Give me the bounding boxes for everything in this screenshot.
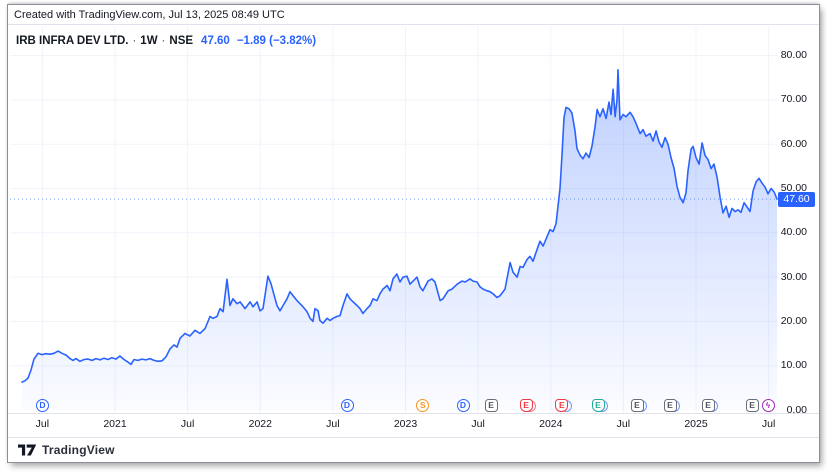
time-axis-label: 2023 xyxy=(393,418,418,430)
symbol-title[interactable]: IRB INFRA DEV LTD. · 1W · NSE xyxy=(16,35,193,47)
brand-label[interactable]: TradingView xyxy=(42,443,115,457)
separator-dot: · xyxy=(161,35,166,47)
price-change: −1.89 (−3.82%) xyxy=(236,35,317,47)
symbol-info: IRB INFRA DEV LTD. · 1W · NSE 47.60 −1.89 (−… xyxy=(16,35,316,47)
time-axis-label: 2024 xyxy=(539,418,563,430)
separator-dot: · xyxy=(132,35,137,47)
dividend-icon[interactable]: D xyxy=(35,399,49,412)
earnings-icon[interactable]: E xyxy=(630,399,644,412)
flash-icon[interactable]: ϟ xyxy=(761,399,775,412)
attribution-text: Created with TradingView.com, Jul 13, 20… xyxy=(14,9,285,21)
price-axis-label: 30.00 xyxy=(780,270,807,283)
attribution-bar[interactable]: Created with TradingView.com, Jul 13, 20… xyxy=(8,5,819,25)
dividend-icon[interactable]: D xyxy=(340,399,354,412)
price-values: 47.60 −1.89 (−3.82%) xyxy=(201,35,316,47)
footer: TradingView xyxy=(8,437,819,462)
price-axis-label: 80.00 xyxy=(780,49,807,62)
price-axis-label: 70.00 xyxy=(780,93,807,106)
dividend-icon[interactable]: D xyxy=(456,399,470,412)
time-axis-label: 2025 xyxy=(684,418,708,430)
time-axis-label: Jul xyxy=(761,418,776,430)
earnings-icon[interactable]: E xyxy=(591,399,605,412)
time-axis-label: Jul xyxy=(326,418,340,430)
price-axis-label: 50.00 xyxy=(780,182,807,194)
price-axis-label: 10.00 xyxy=(780,359,807,372)
earnings-icon[interactable]: E xyxy=(745,399,759,412)
symbol-interval: 1W xyxy=(140,35,158,47)
price-axis-label: 60.00 xyxy=(780,137,807,150)
earnings-icon[interactable]: E xyxy=(484,399,498,412)
last-price: 47.60 xyxy=(201,35,230,47)
time-axis-label: 2022 xyxy=(248,418,272,430)
earnings-icon[interactable]: E xyxy=(701,399,715,412)
time-axis-label: Jul xyxy=(35,418,50,430)
tradingview-chart-widget: Created with TradingView.com, Jul 13, 20… xyxy=(8,5,819,462)
price-axis-label: 40.00 xyxy=(780,226,807,239)
earnings-icon[interactable]: E xyxy=(663,399,677,412)
price-axis-label: 20.00 xyxy=(780,314,807,327)
time-axis-label: Jul xyxy=(471,418,485,430)
time-axis-label: 2021 xyxy=(103,418,127,430)
current-price-badge: 47.60 xyxy=(778,191,815,207)
symbol-name: IRB INFRA DEV LTD. xyxy=(16,35,129,47)
split-icon[interactable]: S xyxy=(416,399,430,412)
time-axis-label: Jul xyxy=(180,418,195,430)
earnings-icon[interactable]: E xyxy=(555,399,569,412)
price-axis-label: 0.00 xyxy=(786,403,807,416)
time-axis-label: Jul xyxy=(616,418,631,430)
tradingview-logo-icon[interactable] xyxy=(18,443,37,457)
earnings-icon[interactable]: E xyxy=(519,399,533,412)
symbol-exchange: NSE xyxy=(169,35,194,47)
price-chart-canvas[interactable] xyxy=(8,5,819,437)
